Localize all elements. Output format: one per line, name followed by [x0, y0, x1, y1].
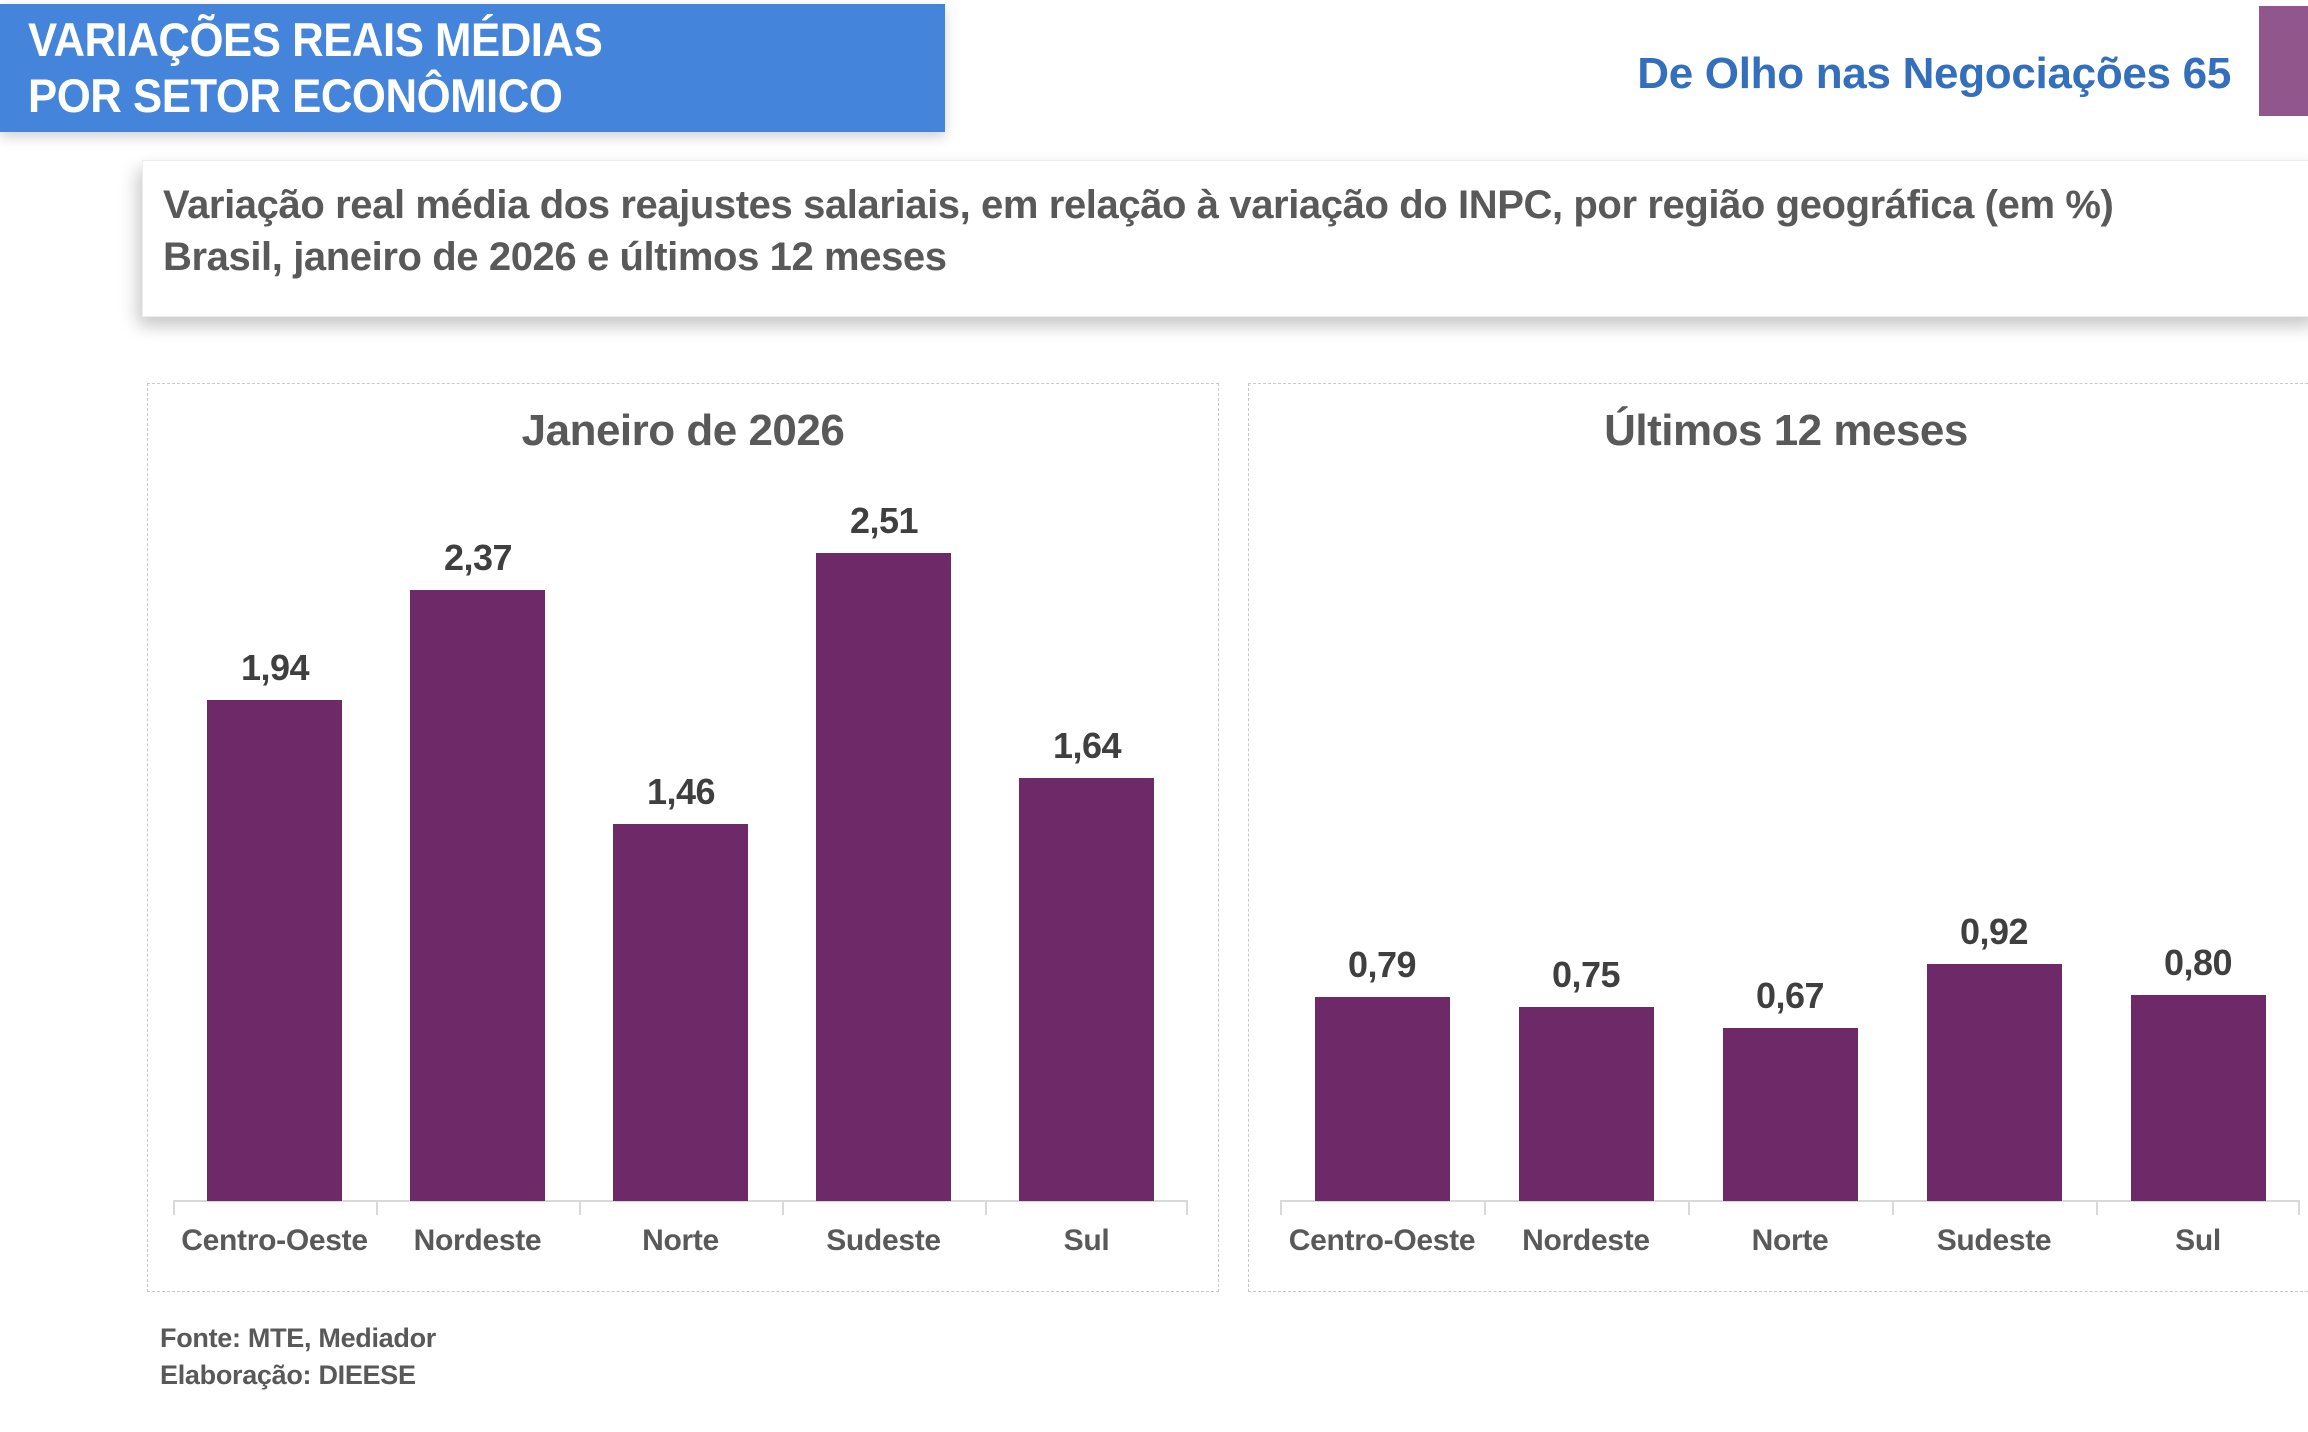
x-axis-label: Centro-Oeste — [1288, 1224, 1476, 1257]
report-title-banner: VARIAÇÕES REAIS MÉDIAS POR SETOR ECONÔMI… — [0, 4, 945, 132]
bar-value-label: 0,67 — [1755, 975, 1825, 1016]
bar-nordeste — [1519, 1007, 1654, 1201]
elaboration-line: Elaboração: DIEESE — [160, 1360, 416, 1390]
bar-value-label: 1,94 — [240, 647, 310, 688]
x-axis-tick — [782, 1201, 784, 1215]
chart-subtitle-line2: Brasil, janeiro de 2026 e últimos 12 mes… — [163, 235, 947, 279]
x-axis-label: Sudeste — [826, 1224, 941, 1257]
bar-sudeste — [1927, 964, 2062, 1201]
report-title-line2: POR SETOR ECONÔMICO — [28, 69, 563, 122]
chart-title-janeiro-2026: Janeiro de 2026 — [521, 406, 845, 455]
bar-sul — [2131, 995, 2266, 1201]
plot-ultimos-12-meses: 0,79 Centro-Oeste 0,75 Nordeste 0,67 Norte 0,9… — [1280, 384, 2300, 1257]
issue-title: De Olho nas Negociações 65 — [1637, 49, 2231, 98]
report-title-line1: VARIAÇÕES REAIS MÉDIAS — [28, 13, 603, 66]
bar-value-label: 1,64 — [1052, 725, 1122, 766]
bar-norte — [1723, 1028, 1858, 1201]
source-note: Fonte: MTE, Mediador Elaboração: DIEESE — [160, 1320, 436, 1394]
chart-panel-ultimos-12-meses: Últimos 12 meses 0,79 Centro-Oeste 0,75 Nor… — [1248, 383, 2308, 1292]
bar-value-label: 1,46 — [646, 771, 716, 812]
x-axis-tick — [985, 1201, 987, 1215]
x-axis-label: Sudeste — [1936, 1224, 2052, 1257]
x-axis-tick — [1688, 1201, 1690, 1215]
x-axis-tick — [1892, 1201, 1894, 1215]
bar-value-label: 0,80 — [2163, 942, 2233, 983]
x-axis-tick — [2096, 1201, 2098, 1215]
bar-value-label: 2,51 — [849, 500, 919, 541]
x-axis-tick — [579, 1201, 581, 1215]
bar-centro-oeste — [1315, 997, 1450, 1201]
plot-janeiro-2026: 1,94 Centro-Oeste 2,37 Nordeste 1,46 Norte 2,5… — [173, 384, 1188, 1257]
x-axis-label: Sul — [1063, 1224, 1110, 1257]
bar-norte — [613, 824, 748, 1201]
x-axis-label: Centro-Oeste — [181, 1224, 368, 1257]
bar-value-label: 0,75 — [1551, 954, 1621, 995]
chart-subtitle-box: Variação real média dos reajustes salari… — [142, 160, 2308, 317]
chart-title-ultimos-12-meses: Últimos 12 meses — [1604, 406, 1968, 455]
x-axis-label: Nordeste — [1522, 1224, 1650, 1257]
x-axis-label: Sul — [2175, 1224, 2221, 1257]
x-axis-label: Norte — [1751, 1224, 1829, 1257]
bar-value-label: 2,37 — [443, 537, 513, 578]
chart-subtitle-line1: Variação real média dos reajustes salari… — [163, 183, 2114, 227]
bar-sul — [1019, 778, 1154, 1201]
bar-value-label: 0,79 — [1347, 944, 1417, 985]
source-line: Fonte: MTE, Mediador — [160, 1323, 436, 1353]
chart-panel-janeiro-2026: Janeiro de 2026 1,94 Centro-Oeste 2,37 Nord… — [147, 383, 1219, 1292]
x-axis-label: Norte — [642, 1224, 719, 1257]
x-axis-line — [173, 1200, 1188, 1202]
x-axis-label: Nordeste — [413, 1224, 542, 1257]
x-axis-tick — [1280, 1201, 1282, 1215]
corner-tab — [2259, 6, 2308, 116]
bar-sudeste — [816, 553, 951, 1201]
bar-nordeste — [410, 590, 545, 1201]
x-axis-tick — [2298, 1201, 2300, 1215]
bar-value-label: 0,92 — [1959, 911, 2029, 952]
x-axis-tick — [1186, 1201, 1188, 1215]
x-axis-tick — [173, 1201, 175, 1215]
x-axis-tick — [376, 1201, 378, 1215]
x-axis-line — [1280, 1200, 2300, 1202]
bar-centro-oeste — [207, 700, 342, 1201]
x-axis-tick — [1484, 1201, 1486, 1215]
